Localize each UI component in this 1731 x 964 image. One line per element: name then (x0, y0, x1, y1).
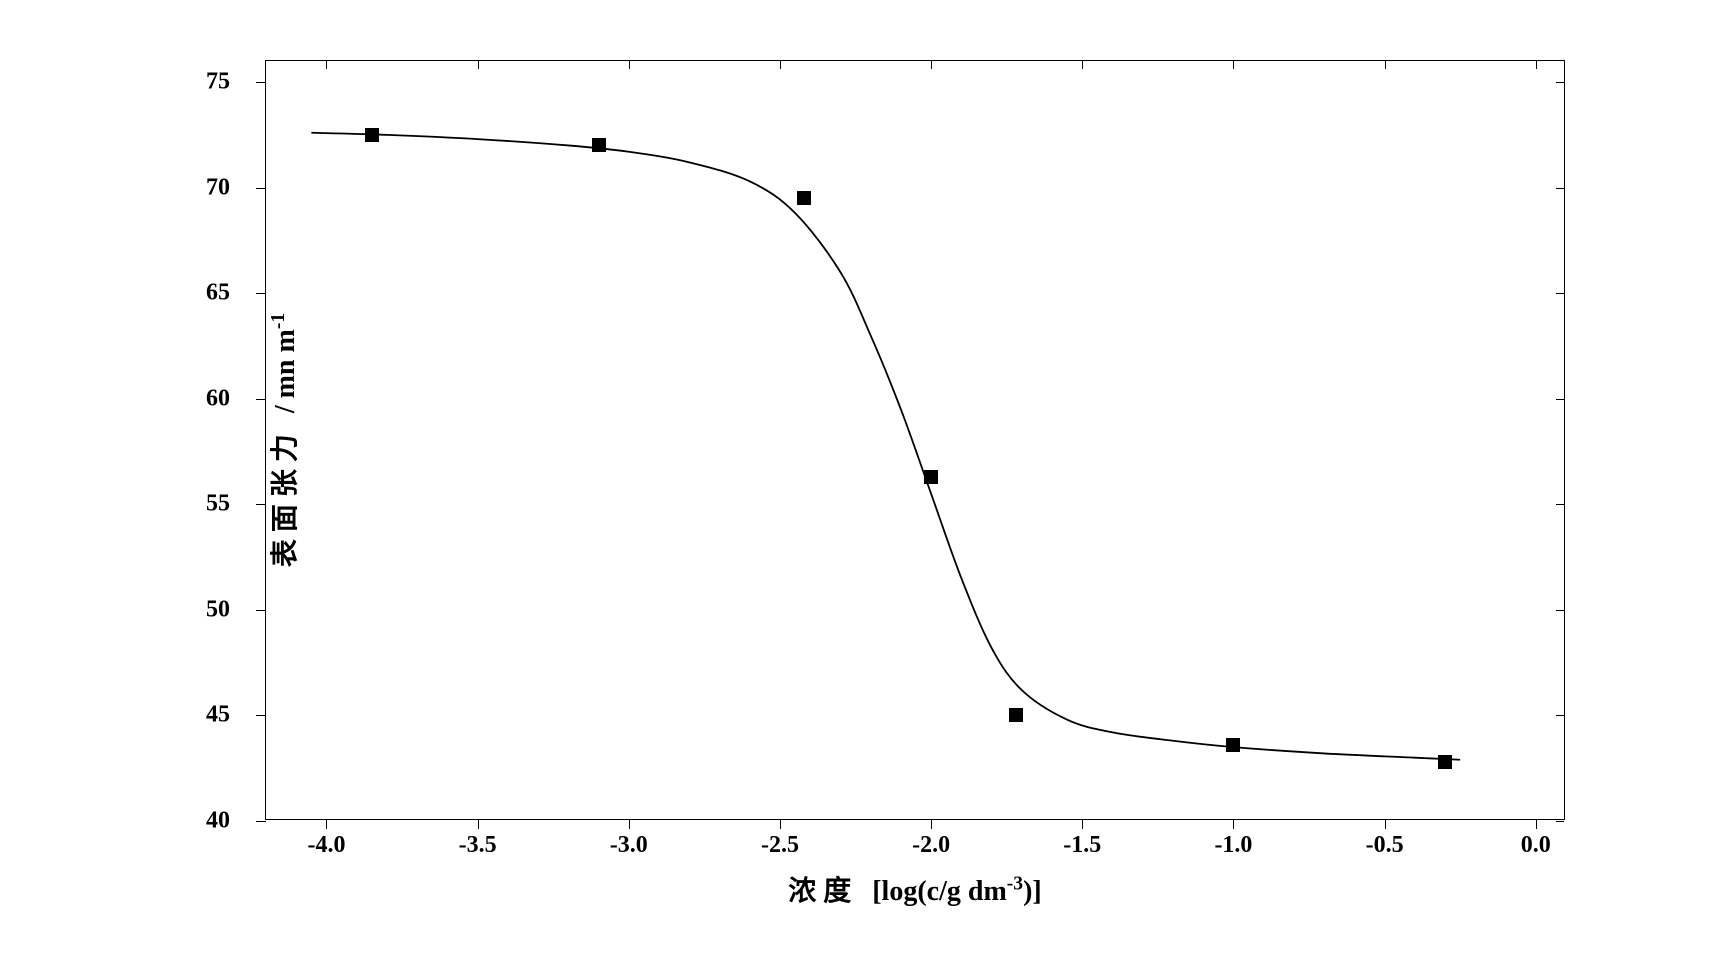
chart-container: -4.0 -3.5 -3.0 -2.5 -2.0 -1.5 -1.0 -0.5 0.0 40 45… (140, 30, 1660, 930)
x-tick-label: -4.0 (307, 832, 345, 859)
x-tick (326, 819, 327, 829)
y-axis-label-text: 表 面 张 力 / mn m-1 (270, 313, 301, 567)
y-tick-label: 50 (206, 596, 230, 623)
x-tick (1233, 819, 1234, 829)
x-axis-label-text: 浓 度 [log(c/g dm-3)] (788, 876, 1042, 907)
x-tick-label: -0.5 (1366, 832, 1404, 859)
y-tick-right (1556, 188, 1564, 189)
x-tick-label: -3.5 (459, 832, 497, 859)
x-axis-label: 浓 度 [log(c/g dm-3)] (788, 869, 1042, 909)
x-tick (629, 819, 630, 829)
y-axis-label: 表 面 张 力 / mn m-1 (263, 313, 303, 567)
data-point (924, 470, 938, 484)
y-tick-right (1556, 715, 1564, 716)
y-tick-right (1556, 821, 1564, 822)
y-tick-label: 40 (206, 808, 230, 835)
x-tick-top (1385, 61, 1386, 69)
y-tick (256, 293, 266, 294)
data-point (592, 138, 606, 152)
y-tick-right (1556, 504, 1564, 505)
data-point (1009, 708, 1023, 722)
y-tick (256, 610, 266, 611)
x-tick-top (1082, 61, 1083, 69)
y-tick (256, 188, 266, 189)
x-tick (1385, 819, 1386, 829)
y-tick-right (1556, 82, 1564, 83)
x-tick-top (780, 61, 781, 69)
x-tick-top (478, 61, 479, 69)
data-point (365, 128, 379, 142)
x-tick (478, 819, 479, 829)
x-tick-label: -1.0 (1214, 832, 1252, 859)
x-tick (1536, 819, 1537, 829)
y-tick (256, 82, 266, 83)
y-tick (256, 821, 266, 822)
x-tick-label: -2.0 (912, 832, 950, 859)
x-tick-top (629, 61, 630, 69)
y-tick-label: 45 (206, 702, 230, 729)
x-tick-top (326, 61, 327, 69)
x-tick (1082, 819, 1083, 829)
y-tick-label: 60 (206, 385, 230, 412)
data-point (797, 191, 811, 205)
data-point (1438, 755, 1452, 769)
x-tick (931, 819, 932, 829)
x-tick-label: 0.0 (1521, 832, 1551, 859)
x-tick-top (1536, 61, 1537, 69)
y-tick-label: 65 (206, 280, 230, 307)
y-tick-label: 55 (206, 491, 230, 518)
y-tick (256, 715, 266, 716)
x-tick-label: -2.5 (761, 832, 799, 859)
x-tick-top (1233, 61, 1234, 69)
plot-area: -4.0-3.5-3.0-2.5-2.0-1.5-1.0-0.50.0 4045… (265, 60, 1565, 820)
x-tick-label: -3.0 (610, 832, 648, 859)
y-tick-right (1556, 399, 1564, 400)
x-tick (780, 819, 781, 829)
y-tick-label: 75 (206, 69, 230, 96)
x-tick-top (931, 61, 932, 69)
y-tick-right (1556, 293, 1564, 294)
fit-curve (266, 61, 1564, 819)
data-point (1226, 738, 1240, 752)
y-tick-label: 70 (206, 174, 230, 201)
y-tick-right (1556, 610, 1564, 611)
x-tick-label: -1.5 (1063, 832, 1101, 859)
